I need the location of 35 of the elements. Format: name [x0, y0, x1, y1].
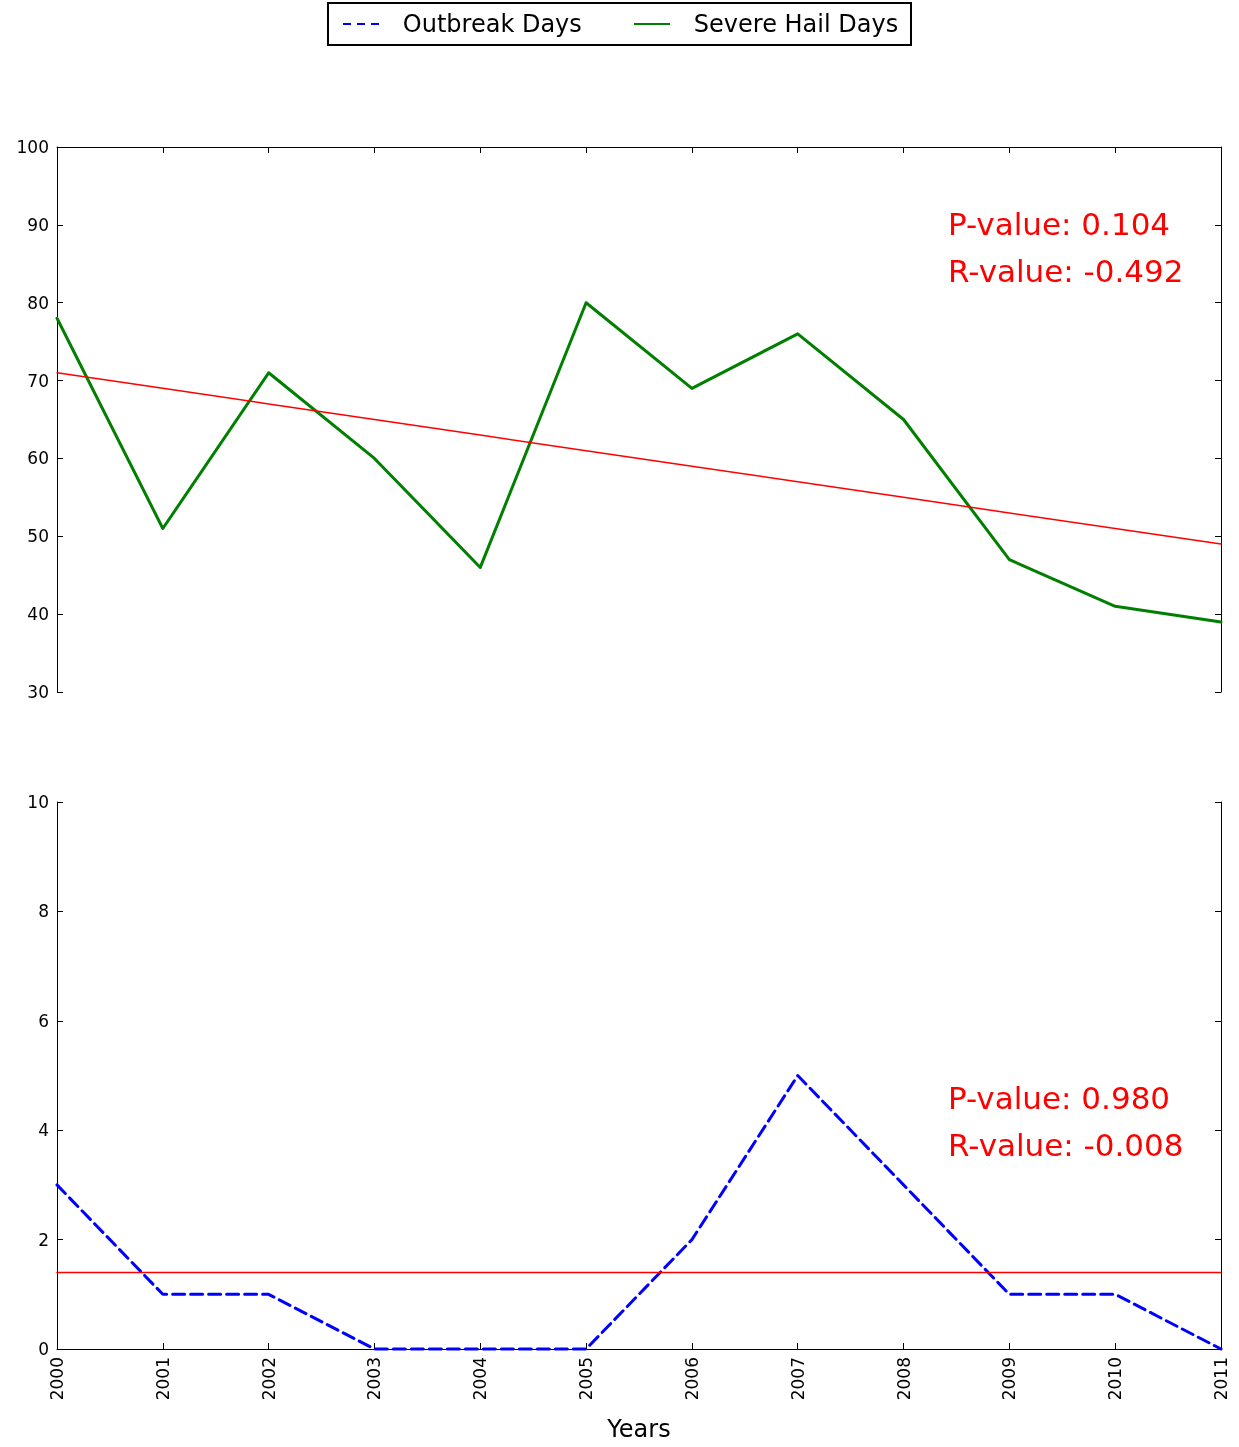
y-tick-label: 30 — [27, 682, 49, 702]
x-tick-label: 2001 — [152, 1357, 173, 1401]
legend-label: Severe Hail Days — [693, 10, 899, 38]
y-tick-label: 10 — [27, 792, 49, 812]
annotation: R-value: -0.008 — [948, 1126, 1184, 1163]
y-tick-label: 4 — [38, 1120, 49, 1141]
x-tick-label: 2008 — [893, 1357, 914, 1401]
y-tick-label: 8 — [38, 901, 49, 922]
x-tick-label: 2010 — [1105, 1357, 1126, 1401]
x-tick-label: 2009 — [999, 1357, 1020, 1401]
annotation: R-value: -0.492 — [948, 252, 1184, 289]
y-tick-label: 40 — [27, 604, 49, 625]
x-tick-label: 2000 — [47, 1357, 67, 1401]
x-tick-label: 2005 — [576, 1357, 597, 1401]
x-tick-label: 2006 — [681, 1357, 702, 1401]
annotation: P-value: 0.980 — [948, 1079, 1171, 1116]
y-tick-label: 80 — [27, 292, 49, 313]
y-tick-label: 2 — [38, 1229, 49, 1250]
y-tick-label: 0 — [38, 1339, 49, 1359]
y-tick-label: 50 — [27, 526, 49, 547]
annotation: P-value: 0.104 — [948, 205, 1171, 242]
line-series — [55, 301, 1223, 624]
x-tick-label: 2011 — [1211, 1357, 1231, 1401]
y-tick-label: 100 — [16, 137, 49, 157]
y-tick-label: 70 — [27, 370, 49, 391]
line-series — [56, 372, 1222, 545]
x-tick-label: 2007 — [787, 1357, 808, 1401]
x-tick-label: 2002 — [258, 1357, 279, 1401]
y-tick-label: 90 — [27, 214, 49, 235]
y-tick-label: 6 — [38, 1010, 49, 1031]
x-axis-title: Years — [606, 1415, 671, 1443]
legend-label: Outbreak Days — [402, 10, 582, 38]
x-tick-label: 2004 — [470, 1357, 491, 1401]
x-tick-label: 2003 — [364, 1357, 385, 1401]
y-tick-label: 60 — [27, 448, 49, 469]
